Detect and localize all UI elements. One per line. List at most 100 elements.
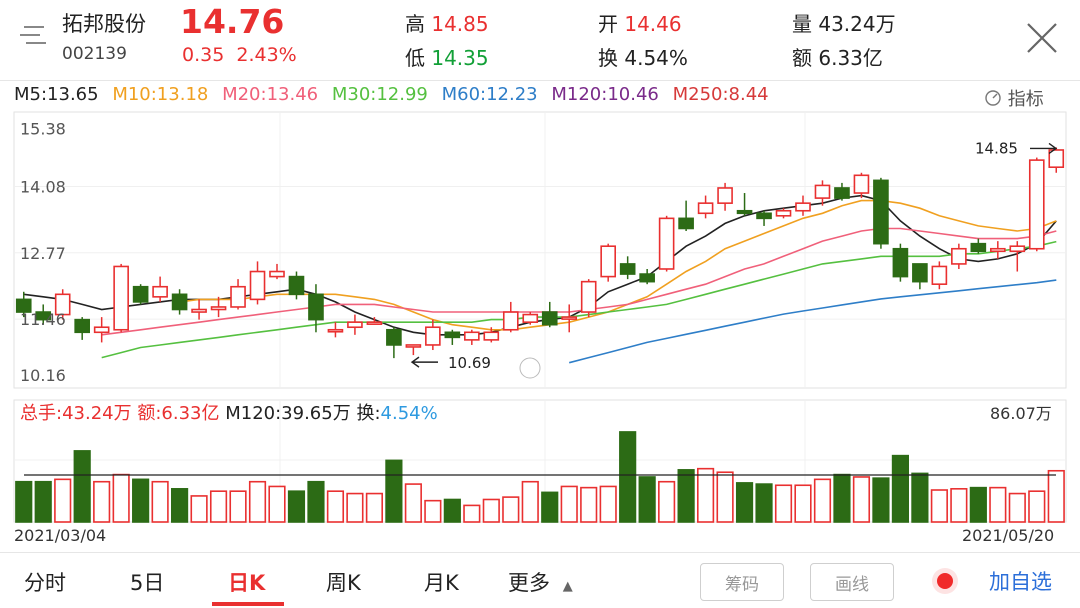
bottom-divider	[0, 552, 1080, 553]
high-value: 14.85	[431, 12, 489, 36]
ma-legend-m250: M250:8.44	[672, 84, 769, 105]
volume-bar	[346, 492, 364, 523]
menu-icon[interactable]	[18, 22, 48, 48]
end-date: 2021/05/20	[962, 526, 1055, 545]
candle	[697, 195, 714, 219]
candle	[152, 276, 168, 302]
volume-bar	[755, 483, 773, 523]
candle	[678, 200, 694, 232]
close-icon[interactable]	[1022, 18, 1062, 58]
candle-body	[541, 311, 558, 326]
volume-bar	[502, 496, 520, 523]
volume-bar	[950, 488, 968, 523]
arrow-left-icon	[410, 356, 438, 368]
query-icon	[519, 357, 541, 379]
record-icon[interactable]	[930, 566, 960, 596]
tab-weekly-k[interactable]: 周K	[326, 571, 361, 595]
candle	[15, 291, 32, 318]
candle	[210, 296, 227, 318]
candle	[35, 304, 52, 325]
candle	[541, 301, 558, 328]
volume-bar	[677, 469, 695, 523]
candle	[74, 317, 90, 340]
candle-body	[1009, 245, 1026, 253]
candle	[756, 210, 772, 226]
volume-value: 43.24万	[818, 12, 896, 36]
low-value: 14.35	[431, 46, 489, 70]
chips-button[interactable]: 筹码	[700, 563, 784, 601]
candle-body	[873, 179, 889, 245]
candle	[658, 215, 675, 272]
candle	[834, 182, 850, 201]
volume-bar	[930, 489, 948, 523]
volume-bar	[93, 480, 111, 523]
tab-5day[interactable]: 5日	[130, 571, 165, 595]
volume-stat: 量 43.24万	[792, 8, 896, 37]
candle-body	[152, 285, 168, 298]
candle	[93, 317, 110, 343]
volume-turnover-label: 换:	[356, 403, 381, 424]
candle	[561, 304, 578, 333]
volume-bar	[735, 482, 754, 523]
volume-m120: M120:39.65万	[225, 403, 351, 424]
volume-bar	[151, 480, 169, 523]
candle-body	[951, 247, 967, 265]
candle	[990, 241, 1006, 259]
volume-bar	[852, 476, 871, 523]
volume-bar	[34, 480, 52, 523]
volume-bar	[54, 478, 72, 523]
candle	[502, 301, 519, 333]
volume-bar	[268, 485, 286, 523]
low-stat: 低 14.35	[405, 42, 489, 71]
volume-bar	[482, 498, 500, 523]
volume-bar	[599, 485, 617, 523]
volume-bar	[190, 495, 208, 523]
tab-intraday[interactable]: 分时	[24, 571, 66, 595]
candle-body	[970, 242, 987, 253]
volume-bar	[307, 480, 325, 523]
open-label: 开	[598, 12, 618, 36]
candle-body	[210, 306, 227, 311]
volume-bar	[774, 484, 793, 523]
candle	[464, 329, 480, 345]
volume-bar	[229, 490, 247, 523]
candle-body	[191, 308, 207, 313]
indicator-button[interactable]: 指标	[984, 85, 1044, 111]
draw-line-button[interactable]: 画线	[810, 563, 894, 601]
volume-bar	[541, 491, 559, 523]
candle-body	[931, 265, 948, 285]
candle-body	[54, 293, 71, 316]
price-axis-label: 11.46	[20, 310, 66, 329]
candle-body	[717, 187, 733, 204]
volume-bar	[813, 478, 832, 523]
candle	[970, 238, 987, 254]
tab-daily-k[interactable]: 日K	[228, 571, 266, 595]
volume-bar	[209, 490, 228, 523]
kline-chart[interactable]: 15.38 14.08 12.77 11.46 10.16 14.85 10.69	[0, 110, 1080, 550]
candle	[191, 299, 207, 320]
candle-body	[386, 328, 402, 346]
candle-body	[736, 209, 753, 215]
ma-line-m60	[568, 279, 1057, 364]
turnover-value: 4.54%	[624, 46, 688, 70]
high-stat: 高 14.85	[405, 8, 489, 37]
turnover-label: 换	[598, 46, 618, 70]
candle	[853, 172, 870, 199]
volume-bar	[404, 483, 422, 523]
volume-bar	[716, 471, 734, 523]
candle-body	[775, 209, 792, 217]
ma-legend-m20: M20:13.46	[222, 84, 319, 105]
volume-bar	[171, 488, 189, 523]
ma-legend-m120: M120:10.46	[551, 84, 659, 105]
volume-turnover: 4.54%	[380, 403, 438, 424]
candle	[269, 263, 285, 280]
candle	[814, 180, 831, 206]
stock-name: 拓邦股份	[62, 12, 146, 36]
ma-line-m10	[179, 199, 1057, 331]
add-watchlist-button[interactable]: 加自选	[989, 570, 1052, 594]
candle	[347, 314, 363, 335]
candle-body	[171, 293, 188, 311]
tab-more[interactable]: 更多 ▲	[508, 567, 573, 597]
tab-monthly-k[interactable]: 月K	[424, 571, 459, 595]
price-change: 0.35 2.43%	[182, 44, 297, 66]
